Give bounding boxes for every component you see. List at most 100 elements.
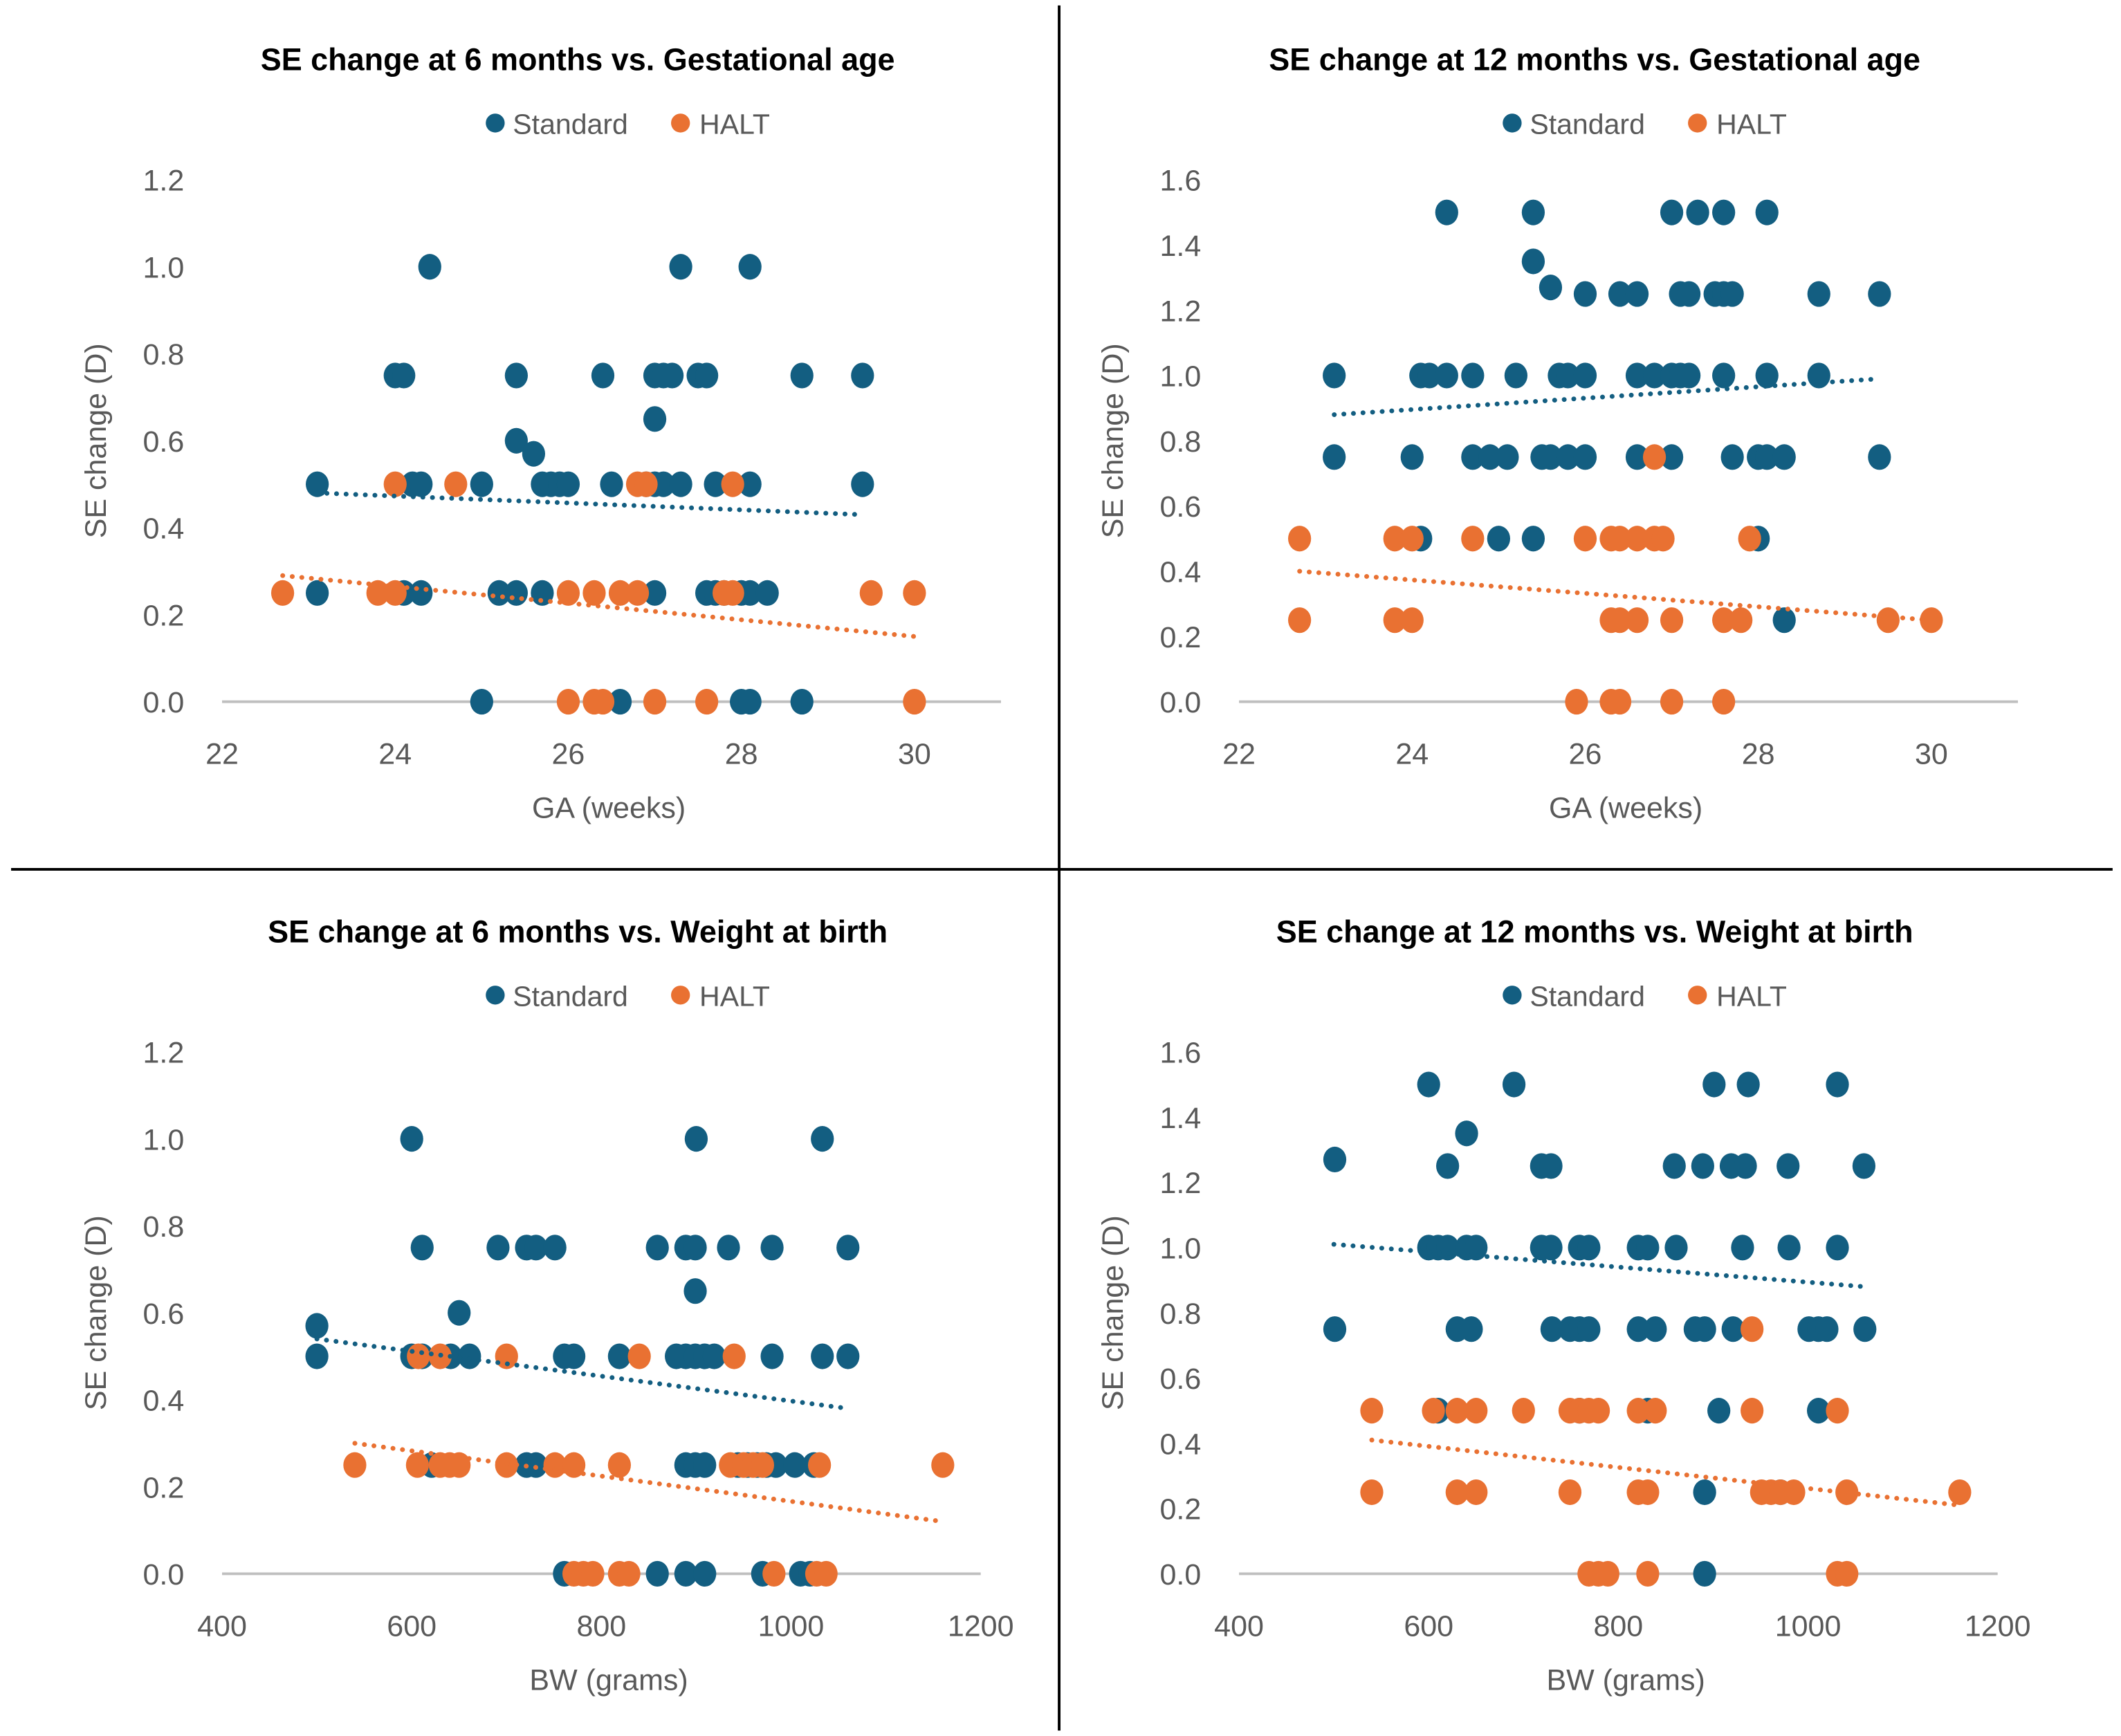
data-point-halt (808, 1452, 832, 1478)
trendline-halt (352, 1441, 946, 1524)
data-point-standard (1664, 1235, 1688, 1261)
data-point-halt (814, 1560, 838, 1587)
data-point-standard (543, 1235, 567, 1261)
data-point-standard (1556, 362, 1580, 389)
data-point-standard (1435, 199, 1458, 225)
data-point-standard (693, 1452, 717, 1478)
series-standard (1323, 199, 1891, 634)
chart-title: SE change at 12 months vs. Gestational a… (1269, 42, 1920, 77)
data-point-standard (1323, 444, 1346, 470)
data-point-standard (1504, 362, 1528, 389)
trendline-halt (1369, 1437, 1963, 1508)
data-point-standard (1455, 1120, 1478, 1147)
data-point-standard (836, 1343, 860, 1369)
data-point-halt (343, 1452, 367, 1478)
data-point-standard (1777, 1235, 1801, 1261)
data-point-standard (522, 441, 546, 467)
data-point-halt (1445, 1398, 1469, 1424)
data-point-standard (811, 1126, 834, 1152)
x-axis-label: GA (weeks) (1549, 792, 1702, 825)
data-point-standard (1693, 1560, 1716, 1587)
data-point-standard (660, 362, 684, 389)
y-tick-label: 1.0 (143, 251, 184, 284)
trendline-standard (314, 1336, 851, 1411)
x-tick-label: 24 (1395, 737, 1429, 770)
data-point-standard (755, 580, 779, 606)
x-tick-label: 24 (378, 737, 412, 770)
data-point-standard (1642, 362, 1666, 389)
data-point-standard (645, 1235, 669, 1261)
data-point-standard (1806, 1398, 1830, 1424)
data-point-standard (1702, 1071, 1726, 1098)
data-point-halt (627, 1343, 651, 1369)
data-point-standard (1625, 281, 1649, 307)
data-point-standard (1521, 199, 1545, 225)
data-point-standard (1755, 199, 1779, 225)
data-point-standard (556, 471, 580, 497)
chart-panel-4: SE change at 12 months vs. Weight at bir… (1096, 914, 2031, 1697)
series-halt (270, 471, 926, 715)
x-tick-label: 26 (1569, 737, 1602, 770)
data-point-halt (270, 580, 295, 606)
y-tick-label: 0.4 (143, 1385, 184, 1418)
data-point-standard (470, 471, 493, 497)
data-point-halt (556, 580, 580, 606)
data-point-standard (1755, 362, 1779, 389)
data-point-halt (903, 688, 926, 715)
data-point-standard (448, 1300, 471, 1326)
y-tick-label: 0.6 (1160, 490, 1202, 524)
data-point-halt (1738, 526, 1761, 552)
data-point-standard (738, 688, 762, 715)
data-point-halt (1445, 1479, 1469, 1506)
data-point-halt (1287, 526, 1312, 552)
data-point-standard (524, 1235, 548, 1261)
y-tick-label: 0.2 (1160, 1493, 1202, 1526)
data-point-standard (410, 471, 433, 497)
legend-label-halt: HALT (699, 109, 770, 140)
data-point-halt (931, 1452, 955, 1478)
data-point-halt (1636, 1560, 1660, 1587)
data-point-halt (1512, 1398, 1535, 1424)
x-axis-label: BW (grams) (1546, 1664, 1705, 1697)
y-tick-label: 0.0 (1160, 686, 1202, 719)
x-axis-label: BW (grams) (529, 1664, 688, 1697)
chart-panel-1: SE change at 6 months vs. Gestational ag… (80, 42, 1001, 825)
y-tick-label: 0.4 (1160, 556, 1202, 589)
data-point-standard (1400, 444, 1424, 470)
data-point-standard (704, 471, 727, 497)
data-point-standard (738, 471, 762, 497)
data-point-halt (1464, 1479, 1488, 1506)
data-point-standard (652, 471, 675, 497)
x-tick-label: 1200 (948, 1609, 1014, 1643)
data-point-standard (1539, 275, 1563, 301)
data-point-halt (1464, 1398, 1488, 1424)
data-point-standard (1521, 526, 1545, 552)
x-axis-label: GA (weeks) (532, 792, 686, 825)
data-point-halt (1660, 688, 1684, 715)
data-point-halt (1636, 1479, 1660, 1506)
data-point-halt (1383, 607, 1406, 634)
data-point-standard (410, 580, 433, 606)
data-point-standard (702, 1343, 726, 1369)
y-axis-label: SE change (D) (80, 343, 113, 538)
x-tick-label: 22 (1222, 737, 1256, 770)
data-point-halt (1642, 444, 1666, 470)
data-point-halt (607, 1452, 631, 1478)
data-point-standard (695, 362, 719, 389)
data-point-halt (1729, 607, 1753, 634)
data-point-standard (1461, 444, 1485, 470)
y-tick-label: 0.4 (1160, 1428, 1202, 1461)
data-point-standard (1731, 1235, 1754, 1261)
chart-title: SE change at 12 months vs. Weight at bir… (1276, 914, 1913, 950)
data-point-halt (903, 580, 926, 606)
data-point-halt (751, 1452, 774, 1478)
y-axis-label: SE change (D) (1096, 1215, 1130, 1410)
data-point-standard (1693, 1479, 1716, 1506)
data-point-standard (1712, 199, 1736, 225)
data-point-standard (643, 406, 667, 432)
x-tick-label: 800 (576, 1609, 626, 1643)
data-point-standard (1853, 1316, 1877, 1342)
data-point-standard (643, 580, 667, 606)
data-point-standard (645, 1560, 669, 1587)
data-point-halt (1586, 1398, 1610, 1424)
